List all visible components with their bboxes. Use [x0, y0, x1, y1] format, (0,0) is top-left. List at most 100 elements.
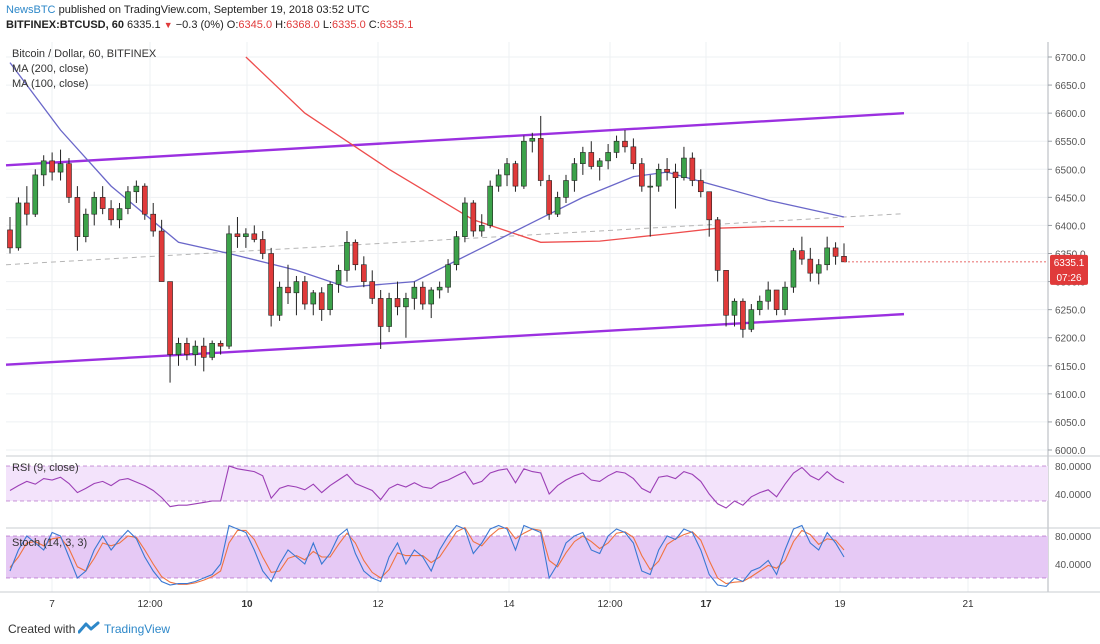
- candle-body: [318, 292, 325, 310]
- rsi-band: [6, 465, 1048, 502]
- down-triangle-icon: ▼: [163, 20, 173, 30]
- price-tick-label: 6450.0: [1055, 193, 1086, 204]
- price-badge: 6335.1 07:26: [1050, 254, 1088, 285]
- candle-body: [259, 239, 266, 254]
- price-tick-label: 6150.0: [1055, 362, 1086, 373]
- candle-body: [782, 286, 788, 310]
- symbol-line: BITFINEX:BTCUSD, 60 6335.1 ▼ −0.3 (0%) O…: [6, 19, 413, 31]
- close-label: C:: [368, 19, 380, 31]
- channel-lower-line: [5, 312, 905, 366]
- candle-body: [487, 185, 493, 226]
- candle-body: [773, 289, 780, 310]
- time-tick-label: 21: [962, 599, 974, 610]
- candle-body: [49, 160, 55, 173]
- candle-body: [756, 300, 763, 310]
- candle-body: [815, 264, 822, 274]
- candle-body: [428, 289, 435, 305]
- candle-body: [832, 247, 839, 257]
- candle-body: [563, 180, 569, 198]
- publish-line: NewsBTC published on TradingView.com, Se…: [6, 4, 370, 16]
- candle-body: [790, 250, 797, 288]
- candle-body: [40, 160, 47, 176]
- price-badge-timer: 07:26: [1056, 273, 1081, 284]
- candle-body: [445, 264, 451, 288]
- candle-body: [293, 281, 300, 294]
- candle-body: [546, 180, 552, 215]
- symbol-label: BITFINEX:BTCUSD, 60: [6, 19, 124, 31]
- tradingview-brand[interactable]: TradingView: [104, 622, 171, 636]
- candle-body: [436, 286, 443, 291]
- candle-body: [377, 298, 384, 327]
- candle-body: [285, 286, 291, 294]
- candle-body: [361, 264, 367, 282]
- candle-body: [537, 138, 544, 181]
- candle-body: [32, 174, 39, 215]
- candle-body: [672, 171, 679, 179]
- candles: [7, 115, 1048, 383]
- price-axis: 6000.06050.06100.06150.06200.06250.06300…: [1048, 53, 1092, 571]
- price-change: −0.3 (0%): [175, 19, 224, 31]
- low-value: 6335.0: [332, 19, 366, 31]
- candle-body: [714, 219, 721, 271]
- candle-body: [580, 152, 586, 164]
- time-tick-label: 19: [834, 599, 846, 610]
- candle-body: [748, 309, 755, 330]
- price-tick-label: 6650.0: [1055, 81, 1086, 92]
- candle-body: [462, 202, 468, 237]
- candle-body: [200, 345, 207, 358]
- candle-body: [184, 343, 190, 355]
- candle-body: [108, 208, 114, 221]
- pane-frames: [0, 42, 1100, 593]
- candle-body: [521, 140, 527, 187]
- candle-body: [731, 300, 738, 316]
- candle-body: [740, 300, 746, 330]
- stoch-d-line: [9, 526, 845, 585]
- legend-ma200: MA (200, close): [12, 63, 88, 75]
- candle-body: [352, 241, 359, 266]
- rsi-line: [9, 465, 845, 509]
- candle-body: [7, 229, 13, 249]
- midline: [5, 213, 905, 266]
- candle-body: [57, 163, 64, 173]
- candle-body: [302, 281, 308, 305]
- price-badge-value: 6335.1: [1054, 258, 1085, 269]
- grid-lines: [6, 42, 1048, 592]
- price-tick-label: 6200.0: [1055, 334, 1086, 345]
- chart-canvas[interactable]: 6000.06050.06100.06150.06200.06250.06300…: [0, 36, 1100, 614]
- price-tick-label: 6700.0: [1055, 53, 1086, 64]
- candle-body: [133, 185, 140, 193]
- price-tick-label: 6600.0: [1055, 109, 1086, 120]
- candle-body: [209, 343, 215, 358]
- candle-body: [15, 202, 22, 249]
- candle-body: [369, 281, 376, 299]
- time-tick-label: 7: [49, 599, 55, 610]
- stoch-tick-label: 40.0000: [1055, 560, 1092, 571]
- time-tick-label: 12:00: [137, 599, 162, 610]
- candle-body: [639, 163, 645, 187]
- publisher-name[interactable]: NewsBTC: [6, 4, 56, 16]
- time-tick-label: 12: [372, 599, 384, 610]
- legend-title: Bitcoin / Dollar, 60, BITFINEX: [12, 48, 157, 60]
- price-tick-label: 6250.0: [1055, 306, 1086, 317]
- candle-body: [841, 256, 847, 263]
- candle-body: [99, 197, 106, 209]
- candle-body: [234, 233, 241, 237]
- price-badge-box: [1050, 254, 1088, 285]
- price-tick-label: 6550.0: [1055, 137, 1086, 148]
- price-tick-label: 6500.0: [1055, 165, 1086, 176]
- candle-body: [74, 197, 81, 237]
- candle-body: [613, 140, 620, 153]
- candle-body: [167, 281, 173, 355]
- candle-body: [344, 241, 350, 271]
- time-tick-label: 14: [503, 599, 515, 610]
- candle-body: [403, 298, 409, 308]
- candle-body: [765, 289, 771, 302]
- candle-body: [504, 163, 510, 176]
- candle-body: [125, 191, 131, 209]
- stoch-band-fill: [6, 536, 1048, 578]
- open-value: 6345.0: [238, 19, 273, 31]
- candle-body: [478, 225, 485, 232]
- candle-body: [310, 292, 317, 305]
- candle-body: [697, 180, 704, 193]
